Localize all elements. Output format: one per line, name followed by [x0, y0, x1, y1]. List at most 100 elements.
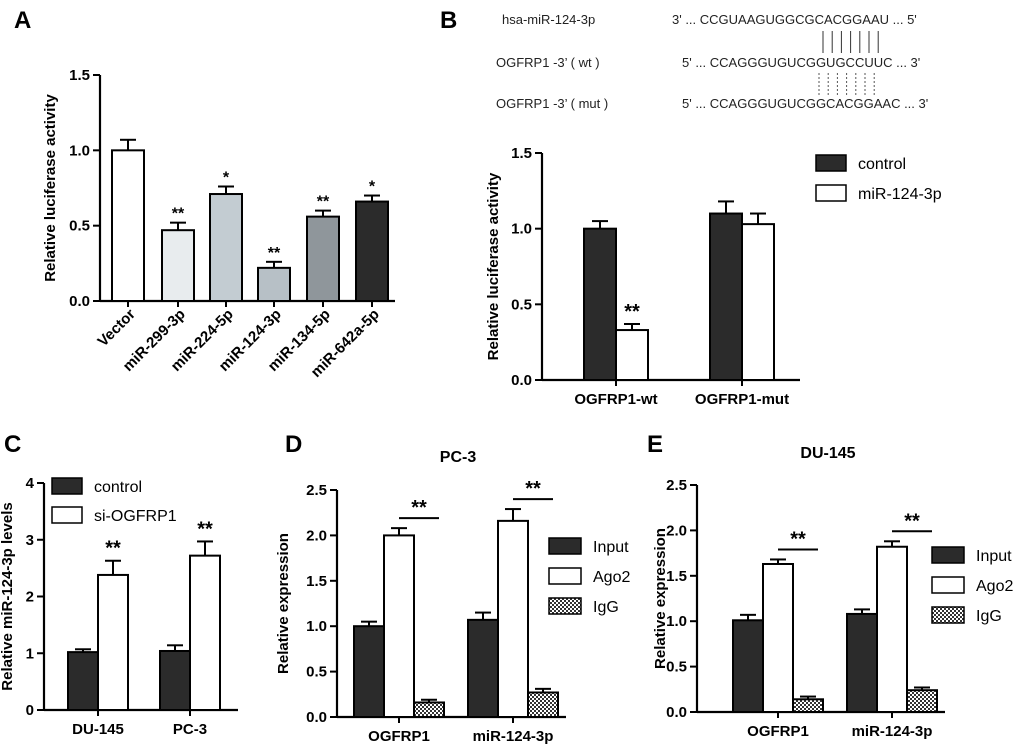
y-axis-label: Relative luciferase activity	[42, 94, 59, 282]
bar	[161, 229, 195, 302]
y-tick-label: 0.0	[511, 372, 532, 389]
significance-label: *	[369, 179, 376, 196]
y-tick-label: 1.0	[306, 618, 327, 635]
bar	[159, 649, 191, 711]
y-tick-label: 4	[26, 475, 35, 492]
bar	[413, 701, 445, 718]
chart-title: DU-145	[800, 445, 855, 462]
base-pairing-dashes	[818, 73, 875, 95]
y-axis-label: Relative expression	[652, 528, 669, 669]
y-tick-label: 0.5	[306, 664, 327, 681]
legend-swatch	[931, 546, 965, 564]
bar	[583, 227, 617, 381]
x-tick-label: OGFRP1	[747, 723, 809, 740]
bar	[906, 689, 938, 714]
chart-title: PC-3	[440, 449, 477, 466]
y-tick-label: 0.0	[69, 293, 90, 310]
y-tick-label: 2.5	[666, 477, 687, 494]
seq-label-mut: OGFRP1 -3’ ( mut )	[496, 96, 608, 111]
y-tick-label: 2.5	[306, 482, 327, 499]
x-tick-label: OGFRP1-mut	[695, 391, 789, 408]
legend-swatch	[931, 576, 965, 594]
y-tick-label: 0	[26, 702, 34, 719]
bar	[209, 193, 243, 303]
panel-label-d: D	[285, 431, 302, 458]
x-tick-label: PC-3	[173, 721, 207, 738]
y-tick-label: 3	[26, 532, 34, 549]
seq-label-mir: hsa-miR-124-3p	[502, 12, 595, 27]
seq-mir: 3' ... CCGUAAGUGGCGCACGGAAU ... 5'	[672, 12, 917, 27]
y-tick-label: 1	[26, 645, 34, 662]
bar	[111, 149, 145, 302]
bar	[615, 329, 649, 381]
significance-label: **	[790, 528, 806, 550]
bar	[355, 200, 389, 302]
chart-panel-e: 0.0 0.5 1.0 1.5 2.0 2.5 Relative expression OGF…	[652, 445, 1013, 740]
significance-label: *	[223, 169, 230, 186]
base-pairing-lines	[822, 31, 879, 53]
y-axis-label: Relative luciferase activity	[485, 172, 502, 360]
legend-swatch	[51, 477, 83, 495]
panel-label-e: E	[647, 431, 663, 458]
legend-label: control	[858, 156, 906, 173]
panel-label-b: B	[440, 7, 457, 34]
y-tick-label: 1.5	[69, 67, 90, 84]
bar	[846, 612, 878, 713]
legend-label: Input	[593, 539, 629, 556]
panel-label-a: A	[14, 7, 31, 34]
bar	[741, 223, 775, 381]
legend-swatch	[548, 597, 582, 615]
significance-label: **	[268, 245, 281, 262]
x-tick-label: OGFRP1-wt	[574, 391, 657, 408]
seq-mut: 5' ... CCAGGGUGUCGGCACGGAAC ... 3'	[682, 96, 928, 111]
x-tick-label: OGFRP1	[368, 728, 430, 745]
y-tick-label: 0.0	[666, 704, 687, 721]
y-tick-label: 1.0	[69, 142, 90, 159]
y-tick-label: 2.0	[666, 522, 687, 539]
legend-label: Input	[976, 548, 1012, 565]
legend-swatch	[931, 606, 965, 624]
y-tick-label: 0.5	[69, 218, 90, 235]
bar	[353, 625, 385, 719]
bar	[527, 691, 559, 719]
legend-swatch	[51, 506, 83, 524]
significance-label: **	[525, 478, 541, 500]
seq-wt: 5' ... CCAGGGUGUCGGUGCCUUC ... 3'	[682, 55, 920, 70]
legend-label: IgG	[976, 608, 1002, 625]
bar	[189, 554, 221, 712]
y-axis-label: Relative expression	[275, 533, 292, 674]
x-tick-label: miR-124-3p	[473, 728, 554, 745]
legend-label: Ago2	[976, 578, 1013, 595]
y-tick-label: 1.5	[511, 145, 532, 162]
significance-label: **	[172, 206, 185, 223]
y-tick-label: 1.5	[306, 573, 327, 590]
x-tick-label: miR-124-3p	[852, 723, 933, 740]
legend-label: IgG	[593, 599, 619, 616]
x-tick-label: Vector	[94, 306, 139, 351]
bar	[709, 212, 743, 381]
legend-label: control	[94, 479, 142, 496]
y-tick-label: 0.0	[306, 709, 327, 726]
y-tick-label: 1.0	[511, 221, 532, 238]
y-tick-label: 1.5	[666, 568, 687, 585]
legend-label: miR-124-3p	[858, 186, 942, 203]
legend-swatch	[548, 537, 582, 555]
bar	[467, 618, 499, 718]
significance-label: **	[624, 301, 640, 323]
legend-label: Ago2	[593, 569, 630, 586]
bar	[383, 534, 415, 719]
legend-label: si-OGFRP1	[94, 508, 177, 525]
legend-swatch	[548, 567, 582, 585]
bar	[732, 619, 764, 713]
bar	[792, 698, 824, 714]
bar	[97, 573, 129, 711]
y-tick-label: 1.0	[666, 613, 687, 630]
bar	[306, 215, 340, 302]
chart-panel-d: 0.0 0.5 1.0 1.5 2.0 2.5 Relative expression OGF…	[275, 449, 630, 745]
y-tick-label: 2	[26, 589, 34, 606]
x-tick-label: DU-145	[72, 721, 124, 738]
significance-label: **	[197, 518, 213, 540]
bar	[762, 562, 794, 713]
legend-swatch	[815, 154, 847, 172]
significance-label: **	[904, 510, 920, 532]
